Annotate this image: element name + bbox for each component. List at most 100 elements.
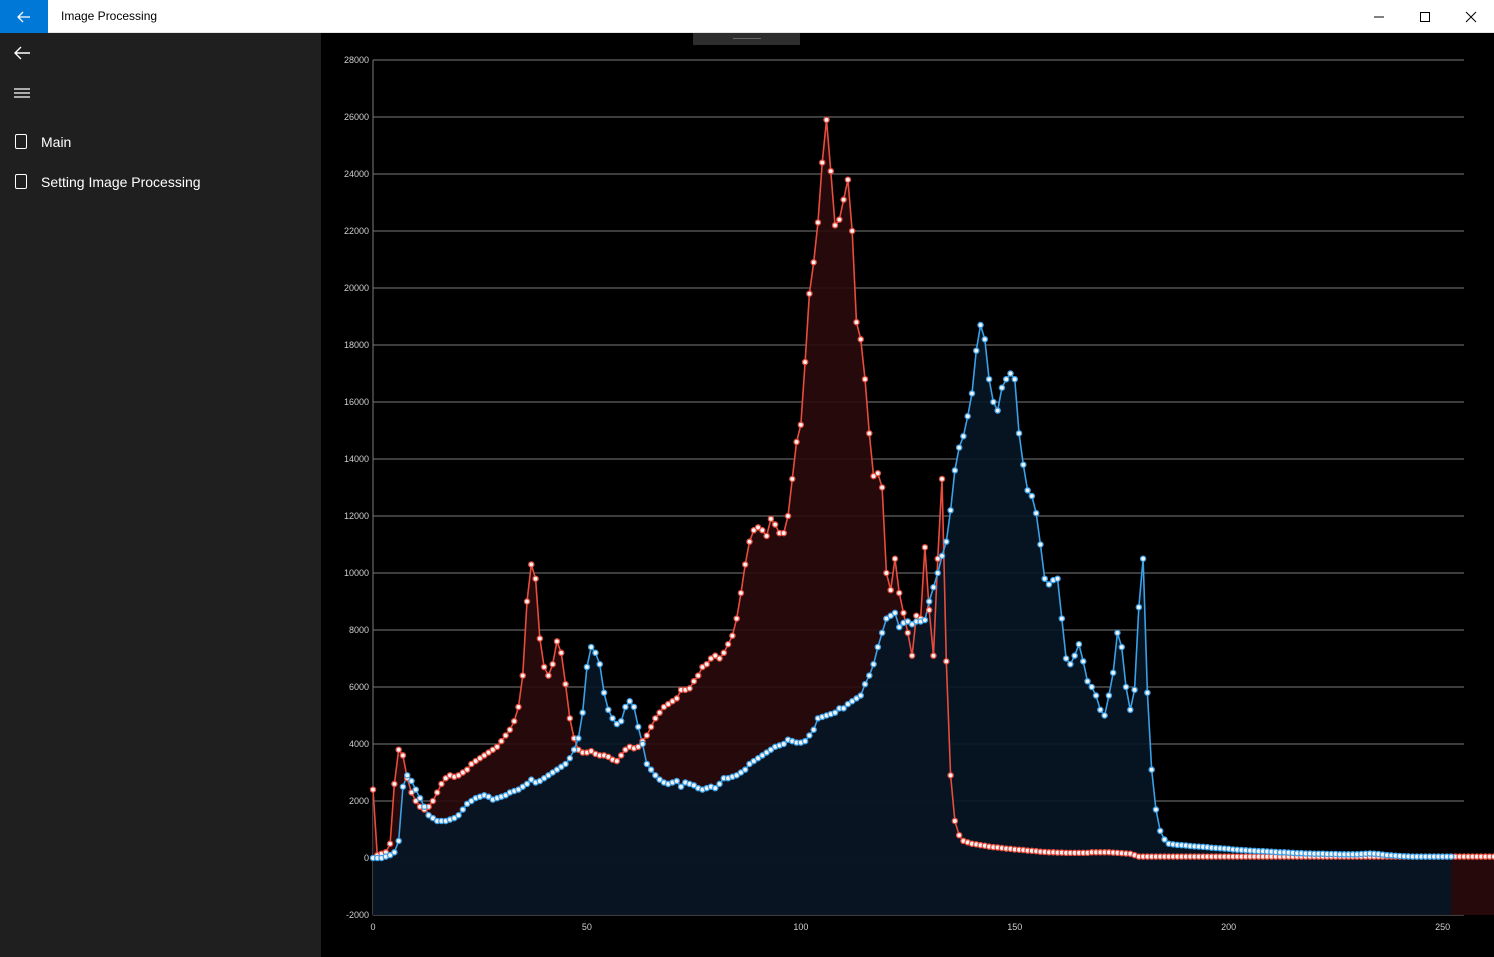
series-1-point <box>784 512 792 520</box>
series-2-point <box>994 407 1001 414</box>
hamburger-menu-button[interactable] <box>10 81 34 105</box>
series-2-point <box>1144 689 1151 696</box>
nav-back-button[interactable] <box>10 41 34 65</box>
back-button[interactable] <box>0 0 48 33</box>
series-2-point <box>1114 629 1121 637</box>
series-1-point <box>562 680 569 688</box>
series-1-point <box>831 222 839 229</box>
series-2-point <box>459 806 467 813</box>
series-1-point <box>519 672 526 679</box>
drag-handle[interactable] <box>693 33 800 45</box>
series-2-point <box>609 715 616 722</box>
series-2-point <box>485 793 492 800</box>
nav-item-main[interactable]: Main <box>0 122 321 162</box>
series-2-point <box>844 700 852 708</box>
series-2-point <box>617 717 625 725</box>
series-1-point <box>801 358 809 366</box>
series-1-point <box>690 678 698 685</box>
page-icon <box>15 174 27 189</box>
series-1-point <box>763 532 770 540</box>
series-2-point <box>652 772 659 779</box>
series-2-point <box>848 698 856 705</box>
series-2-point <box>643 760 651 768</box>
title-bar: Image Processing <box>0 0 1494 33</box>
series-2-point <box>391 849 398 856</box>
series-1-point <box>566 715 574 722</box>
series-2-point <box>712 784 719 792</box>
series-2-point <box>1105 692 1113 699</box>
series-2-point <box>1122 683 1130 691</box>
series-2-point <box>806 732 813 739</box>
series-2-point <box>737 769 745 776</box>
series-2-point <box>921 616 929 624</box>
series-1-point <box>716 655 723 662</box>
series-2-area <box>373 325 1452 915</box>
series-1-point <box>532 575 539 582</box>
series-2-point <box>1152 806 1160 813</box>
series-2-point <box>998 384 1006 391</box>
series-2-point <box>639 740 646 748</box>
series-1-point <box>712 652 719 659</box>
x-tick-label: 200 <box>1221 922 1236 932</box>
series-1-point <box>733 615 740 622</box>
nav-item-setting-image-processing[interactable]: Setting Image Processing <box>0 162 321 202</box>
series-1-point <box>874 469 882 477</box>
series-2-point <box>1002 375 1010 383</box>
series-2-point <box>1079 658 1087 665</box>
series-2-point <box>1020 461 1027 468</box>
series-2-point <box>750 757 758 765</box>
series-1-point <box>510 717 518 725</box>
series-1-point <box>955 831 963 839</box>
nav-item-label: Setting Image Processing <box>41 174 201 190</box>
minimize-button[interactable] <box>1356 0 1402 33</box>
series-2-point <box>938 552 946 560</box>
series-1-point <box>399 752 407 759</box>
series-1-point <box>660 703 668 711</box>
series-2-point <box>545 772 552 779</box>
series-1-point <box>506 726 514 734</box>
series-2-point <box>1135 603 1143 611</box>
series-2-point <box>1024 487 1031 494</box>
series-2-point <box>960 432 967 440</box>
series-2-point <box>592 649 599 657</box>
series-1-point <box>930 652 937 659</box>
series-2-point <box>1148 766 1155 773</box>
series-2-point <box>540 774 548 782</box>
series-1-point <box>767 515 775 523</box>
series-1-point <box>369 786 377 793</box>
series-2-point <box>673 777 681 785</box>
series-2-point <box>746 760 753 768</box>
series-2-point <box>981 336 989 343</box>
series-1-point <box>493 743 501 751</box>
series-2-point <box>468 797 475 805</box>
series-1-point <box>870 472 877 480</box>
y-tick-label: 8000 <box>349 625 369 635</box>
series-2-point <box>985 375 993 383</box>
series-1-point <box>438 780 445 788</box>
series-2-point <box>990 398 997 406</box>
series-2-point <box>925 598 933 605</box>
series-2-point <box>1054 575 1061 582</box>
maximize-button[interactable] <box>1402 0 1448 33</box>
series-1-point <box>720 649 728 657</box>
series-1-point <box>883 569 890 577</box>
series-1-point <box>485 749 492 756</box>
close-button[interactable] <box>1448 0 1494 33</box>
series-2-point <box>605 706 612 714</box>
series-2-point <box>964 412 971 420</box>
series-1-point <box>694 672 702 679</box>
series-2-point <box>874 643 882 651</box>
series-2-point <box>536 777 544 785</box>
series-1-point <box>806 290 813 297</box>
series-1-point <box>896 589 903 597</box>
app-title: Image Processing <box>61 9 158 23</box>
series-2-point <box>1088 683 1096 691</box>
series-2-point <box>1101 712 1108 719</box>
series-2-point <box>1071 652 1078 659</box>
series-2-point <box>973 347 980 354</box>
series-2-point <box>857 692 864 699</box>
series-1-point <box>622 746 629 753</box>
series-2-point <box>566 755 574 762</box>
series-2-point <box>399 783 407 791</box>
series-1-point <box>943 658 950 665</box>
